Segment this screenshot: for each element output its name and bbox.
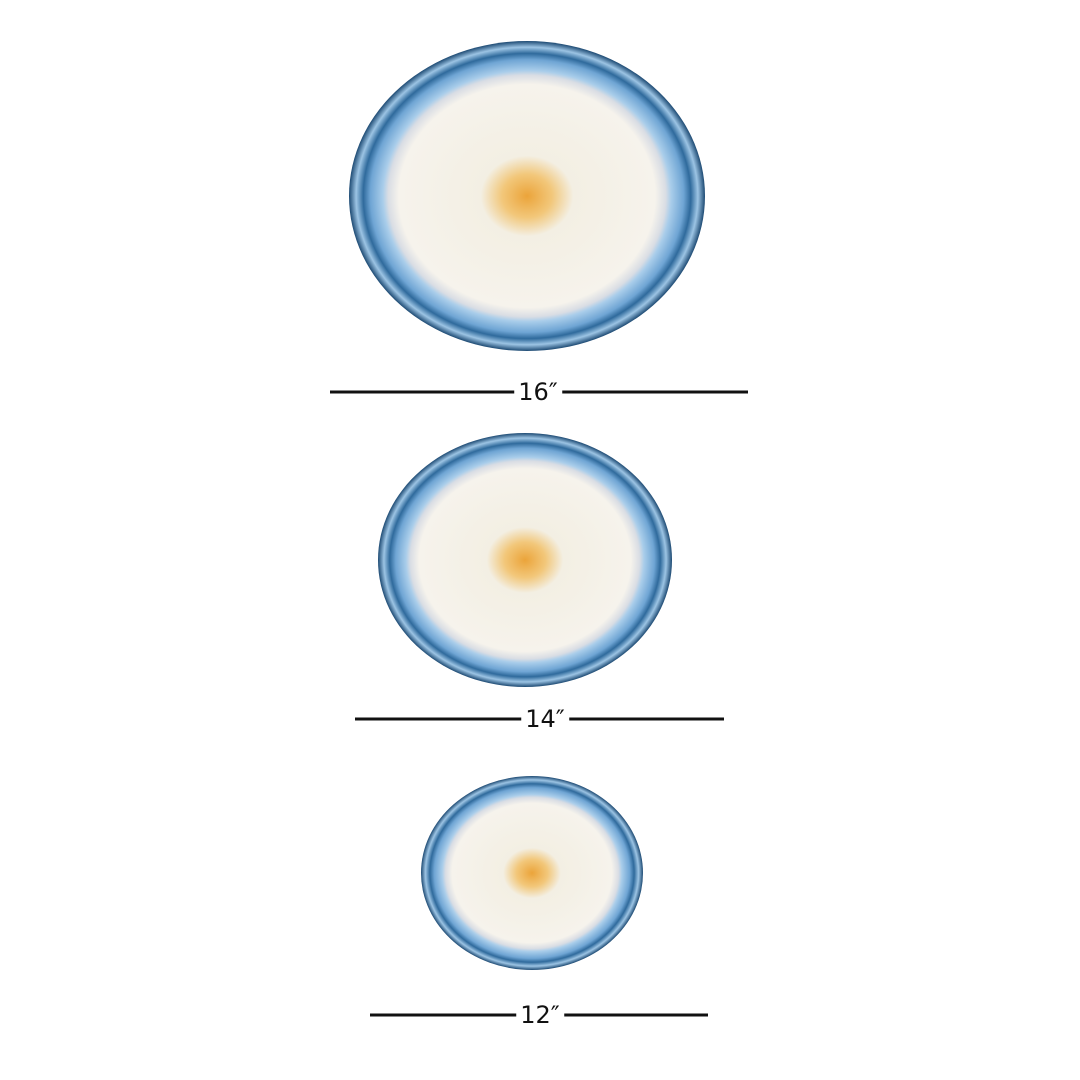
agate-slice-large xyxy=(349,41,705,351)
size-label-large: 16″ xyxy=(514,380,562,404)
size-label-medium: 14″ xyxy=(521,707,569,731)
size-label-small: 12″ xyxy=(516,1003,564,1027)
agate-slice-medium xyxy=(378,433,672,687)
agate-slice-small xyxy=(421,776,643,970)
